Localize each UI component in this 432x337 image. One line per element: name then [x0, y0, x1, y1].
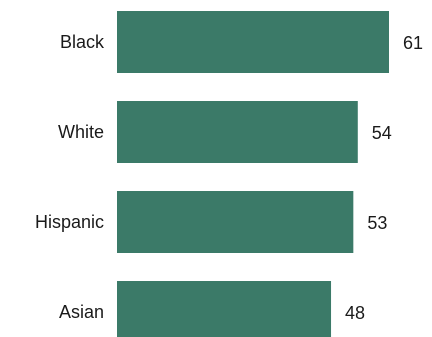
bar-black — [117, 11, 389, 73]
bar-hispanic — [117, 191, 354, 253]
category-label-black: Black — [60, 32, 105, 52]
category-label-asian: Asian — [59, 302, 104, 322]
value-label-black: 61 — [403, 33, 423, 53]
value-label-hispanic: 53 — [367, 213, 387, 233]
category-label-white: White — [58, 122, 104, 142]
category-label-hispanic: Hispanic — [35, 212, 104, 232]
bar-asian — [117, 281, 332, 337]
value-label-asian: 48 — [345, 303, 365, 323]
bar-white — [117, 101, 358, 163]
value-label-white: 54 — [372, 123, 392, 143]
